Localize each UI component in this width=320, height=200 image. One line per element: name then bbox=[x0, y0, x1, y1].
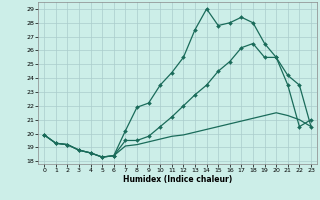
X-axis label: Humidex (Indice chaleur): Humidex (Indice chaleur) bbox=[123, 175, 232, 184]
